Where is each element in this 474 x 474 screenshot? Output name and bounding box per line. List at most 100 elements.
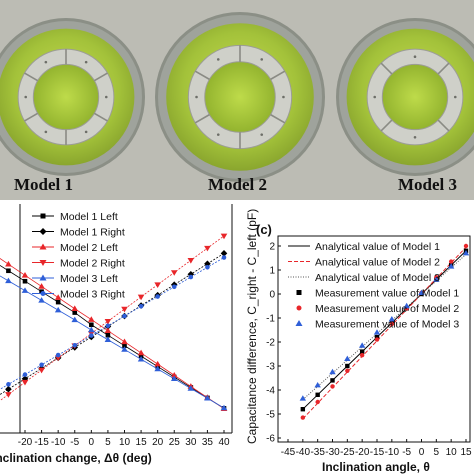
data-point	[88, 316, 95, 322]
data-point	[105, 323, 111, 329]
legend-marker	[39, 260, 47, 266]
x-tick-label: -30	[325, 447, 340, 458]
screw-dot	[413, 135, 417, 139]
data-point	[204, 394, 211, 401]
measurement-point	[447, 263, 455, 269]
electrode-gap	[437, 62, 450, 75]
electrode-gap	[93, 112, 108, 122]
data-point	[38, 283, 45, 289]
x-tick-label: -5	[402, 447, 411, 458]
legend-label: Measurement value of Model 1	[315, 288, 459, 300]
data-point	[104, 327, 112, 333]
x-tick-label: -15	[370, 447, 385, 458]
data-point	[6, 382, 11, 387]
data-point	[121, 306, 128, 313]
measurement-point	[374, 337, 380, 342]
model-3-label: Model 3	[398, 175, 457, 194]
data-point	[220, 233, 228, 240]
screw-dot	[216, 133, 220, 136]
x-tick-label: 15	[136, 437, 148, 448]
y-tick-label: -6	[266, 434, 275, 445]
screw-dot	[260, 58, 264, 61]
data-point	[54, 294, 62, 300]
legend-label: Analytical value of Model 2	[315, 257, 440, 269]
legend-label: Model 3 Left	[60, 273, 118, 285]
data-point	[170, 371, 178, 378]
data-point	[220, 404, 228, 411]
screw-dot	[195, 95, 198, 99]
data-point	[170, 375, 178, 382]
data-point	[71, 316, 79, 323]
model-1-label: Model 1	[14, 175, 73, 194]
data-point	[5, 392, 12, 398]
screw-dot	[282, 95, 285, 99]
legend-marker	[40, 213, 46, 219]
electrode-center	[204, 61, 276, 133]
data-point	[39, 362, 44, 368]
measurement-point	[330, 384, 335, 389]
measurement-point	[403, 302, 410, 309]
legend-label: Model 2 Left	[60, 242, 118, 254]
x-tick-label: -40	[296, 447, 311, 458]
data-point	[187, 258, 195, 264]
analytical-line-0	[302, 250, 467, 410]
data-point	[187, 385, 195, 391]
screw-dot	[84, 130, 88, 134]
x-tick-label: -5	[70, 437, 79, 448]
electrode-gap	[24, 112, 39, 122]
legend-label: Model 3 Right	[60, 289, 125, 301]
x-tick-label: 0	[89, 437, 95, 448]
data-point	[170, 270, 178, 276]
left-chart: -20 -15 -10 -5 0 5 10 15 20 25 30 35 40 Inclination c…	[0, 204, 233, 465]
data-point	[89, 333, 94, 338]
data-point	[5, 385, 12, 393]
data-point	[21, 271, 29, 278]
data-point	[105, 332, 111, 338]
measurement-point	[330, 378, 335, 383]
data-point	[55, 299, 61, 305]
disc-model-2	[155, 12, 325, 182]
legend-marker	[39, 274, 47, 281]
data-point	[220, 250, 228, 257]
electrode-center	[32, 63, 100, 131]
electrode-gap	[380, 62, 393, 75]
x-tick-label: 30	[185, 437, 197, 448]
data-point	[89, 322, 94, 328]
disc-model-1	[0, 18, 145, 176]
data-point	[5, 260, 12, 267]
data-point	[72, 343, 78, 348]
x-tick-label: -20	[355, 447, 370, 458]
data-point	[54, 306, 62, 313]
screw-dot	[260, 133, 264, 136]
measurement-point	[463, 243, 469, 249]
data-point	[188, 274, 194, 280]
measurement-point	[359, 349, 365, 354]
electrode-gap	[380, 119, 393, 132]
data-point	[22, 372, 28, 377]
data-point	[122, 313, 127, 319]
panel-label: (c)	[256, 222, 272, 237]
measurement-point	[358, 342, 366, 348]
x-tick-label: 20	[152, 437, 164, 448]
electrode-gap	[270, 70, 286, 81]
left-x-axis-title: Inclination change, Δθ (deg)	[0, 451, 152, 465]
data-point	[171, 284, 177, 290]
x-tick-label: 35	[202, 437, 214, 448]
data-point	[72, 310, 78, 315]
legend-marker	[296, 305, 302, 311]
x-tick-label: -35	[310, 447, 325, 458]
measurement-point	[329, 368, 336, 375]
legend-marker	[40, 291, 46, 296]
measurement-point	[315, 399, 320, 405]
y-tick-label: 0	[269, 290, 275, 301]
measurement-point	[315, 392, 320, 397]
screw-dot	[44, 60, 48, 64]
legend-label: Analytical value of Model 3	[315, 272, 440, 284]
measurement-point	[448, 259, 454, 264]
measurement-point	[345, 363, 350, 369]
data-point	[122, 343, 127, 348]
series-line-5	[0, 257, 225, 390]
x-tick-label: -15	[34, 437, 49, 448]
x-tick-label: -25	[340, 447, 355, 458]
